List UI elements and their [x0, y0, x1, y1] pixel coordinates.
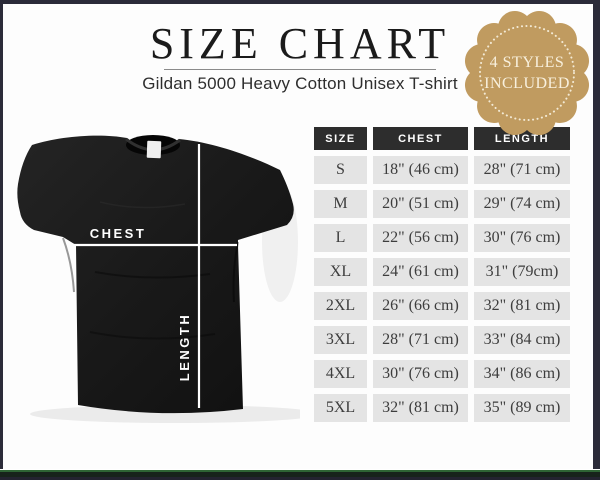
- size-cell: L: [314, 224, 367, 252]
- size-cell: M: [314, 190, 367, 218]
- chest-label: CHEST: [90, 226, 147, 241]
- frame-border-right: [593, 0, 600, 480]
- chest-cell: 20" (51 cm): [373, 190, 468, 218]
- length-cell: 30" (76 cm): [474, 224, 570, 252]
- chest-cell: 28" (71 cm): [373, 326, 468, 354]
- length-label: LENGTH: [177, 313, 192, 381]
- frame-border-top: [0, 0, 600, 4]
- chest-cell: 26" (66 cm): [373, 292, 468, 320]
- size-cell: S: [314, 156, 367, 184]
- badge-text: 4 STYLES INCLUDED: [461, 7, 593, 139]
- length-cell: 32" (81 cm): [474, 292, 570, 320]
- chest-cell: 32" (81 cm): [373, 394, 468, 422]
- length-cell: 33" (84 cm): [474, 326, 570, 354]
- styles-badge: 4 STYLES INCLUDED: [461, 7, 593, 139]
- size-cell: 4XL: [314, 360, 367, 388]
- size-cell: XL: [314, 258, 367, 286]
- tshirt-icon: CHEST LENGTH: [17, 135, 320, 423]
- column-header-chest: CHEST: [373, 127, 468, 150]
- length-cell: 28" (71 cm): [474, 156, 570, 184]
- length-cell: 35" (89 cm): [474, 394, 570, 422]
- size-table: SIZE CHEST LENGTH S 18" (46 cm) 28" (71 …: [314, 127, 570, 422]
- chest-cell: 24" (61 cm): [373, 258, 468, 286]
- length-cell: 29" (74 cm): [474, 190, 570, 218]
- chest-cell: 30" (76 cm): [373, 360, 468, 388]
- badge-line1: 4 STYLES: [489, 54, 565, 71]
- badge-seal-icon: [464, 10, 590, 136]
- size-cell: 3XL: [314, 326, 367, 354]
- chest-cell: 18" (46 cm): [373, 156, 468, 184]
- title-divider: [164, 69, 436, 70]
- header: SIZE CHART Gildan 5000 Heavy Cotton Unis…: [0, 22, 600, 94]
- length-cell: 34" (86 cm): [474, 360, 570, 388]
- tshirt-graphic: CHEST LENGTH: [0, 132, 320, 427]
- chest-cell: 22" (56 cm): [373, 224, 468, 252]
- badge-line2: INCLUDED: [484, 75, 570, 92]
- page-subtitle: Gildan 5000 Heavy Cotton Unisex T-shirt: [142, 74, 458, 93]
- size-cell: 5XL: [314, 394, 367, 422]
- neck-tag: [146, 140, 162, 159]
- frame-border-bottom: [0, 469, 600, 480]
- column-header-size: SIZE: [314, 127, 367, 150]
- frame-border-left: [0, 0, 3, 480]
- size-cell: 2XL: [314, 292, 367, 320]
- page-title: SIZE CHART: [149, 19, 451, 68]
- length-cell: 31" (79cm): [474, 258, 570, 286]
